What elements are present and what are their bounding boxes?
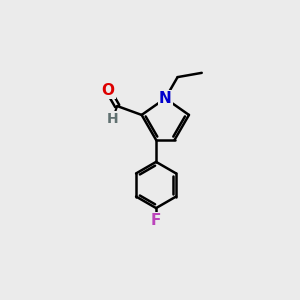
Text: N: N xyxy=(159,91,172,106)
Text: H: H xyxy=(107,112,118,126)
Text: O: O xyxy=(101,82,115,98)
Text: F: F xyxy=(151,213,161,228)
